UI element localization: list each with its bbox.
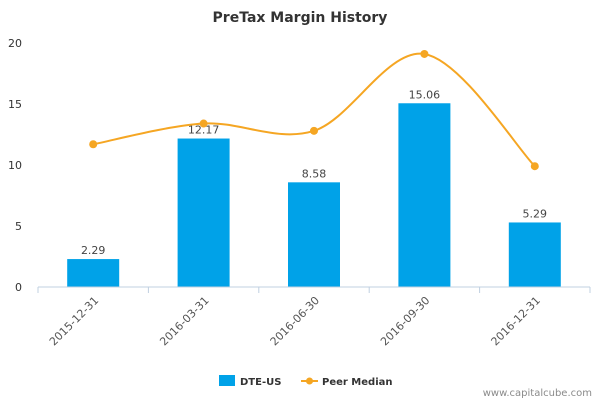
bar-series: 2.29 12.17 8.58 15.06 5.29 <box>67 88 561 287</box>
peer-median-line <box>93 52 536 167</box>
chart-title: PreTax Margin History <box>213 10 388 26</box>
y-tick-label: 10 <box>8 159 22 172</box>
x-tick-label: 2015-12-31 <box>47 294 101 348</box>
legend-label-peer: Peer Median <box>322 377 393 388</box>
bar-data-label: 15.06 <box>409 88 441 101</box>
peer-median-point <box>199 119 208 128</box>
line-series <box>89 49 539 171</box>
peer-median-point <box>420 49 429 58</box>
legend-swatch-peer-dot <box>306 377 313 385</box>
legend: DTE-US Peer Median <box>219 375 393 388</box>
bar <box>288 182 340 287</box>
bar-data-label: 8.58 <box>302 167 327 180</box>
x-tick-label: 2016-03-31 <box>157 294 211 348</box>
bar <box>67 259 120 287</box>
peer-median-point <box>89 140 98 149</box>
bar <box>508 222 561 287</box>
credit-text: www.capitalcube.com <box>483 388 592 399</box>
y-tick-label: 15 <box>8 98 22 111</box>
y-axis: 0 5 10 15 20 <box>8 37 22 294</box>
x-tick-label: 2016-06-30 <box>268 294 322 348</box>
y-tick-label: 0 <box>15 281 22 294</box>
x-axis: 2015-12-31 2016-03-31 2016-06-30 2016-09-30… <box>37 287 591 348</box>
legend-label-dte: DTE-US <box>240 377 281 388</box>
y-tick-label: 5 <box>15 220 22 233</box>
y-tick-label: 20 <box>8 37 22 50</box>
x-tick-label: 2016-09-30 <box>378 294 432 348</box>
legend-swatch-dte <box>219 375 235 386</box>
x-tick-label: 2016-12-31 <box>489 294 543 348</box>
peer-median-point <box>310 126 318 135</box>
bar <box>177 138 230 287</box>
peer-median-point <box>530 162 539 171</box>
bar <box>398 103 451 287</box>
bar-data-label: 2.29 <box>81 244 106 257</box>
bar-data-label: 5.29 <box>523 207 548 220</box>
bar-data-label: 12.17 <box>188 124 220 137</box>
